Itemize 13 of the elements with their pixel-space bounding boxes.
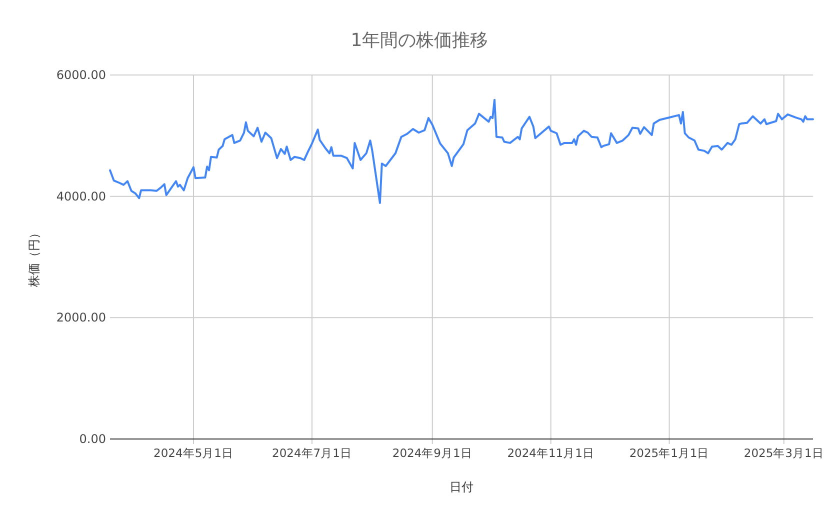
x-tick-label: 2024年5月1日 (154, 446, 234, 460)
x-axis-title: 日付 (450, 480, 474, 494)
x-tick-label: 2024年7月1日 (272, 446, 352, 460)
x-tick-label: 2025年1月1日 (629, 446, 710, 460)
y-tick-label: 4000.00 (56, 189, 106, 204)
y-axis-title: 株価（円） (27, 227, 41, 288)
x-tick-label: 2025年3月1日 (744, 446, 824, 460)
y-tick-label: 2000.00 (56, 310, 106, 325)
x-tick-label: 2024年9月1日 (392, 446, 472, 460)
y-tick-label: 6000.00 (56, 68, 106, 82)
y-tick-label: 0.00 (79, 432, 106, 446)
x-tick-label: 2024年11月1日 (507, 446, 594, 460)
chart-title: 1年間の株価推移 (350, 30, 488, 51)
